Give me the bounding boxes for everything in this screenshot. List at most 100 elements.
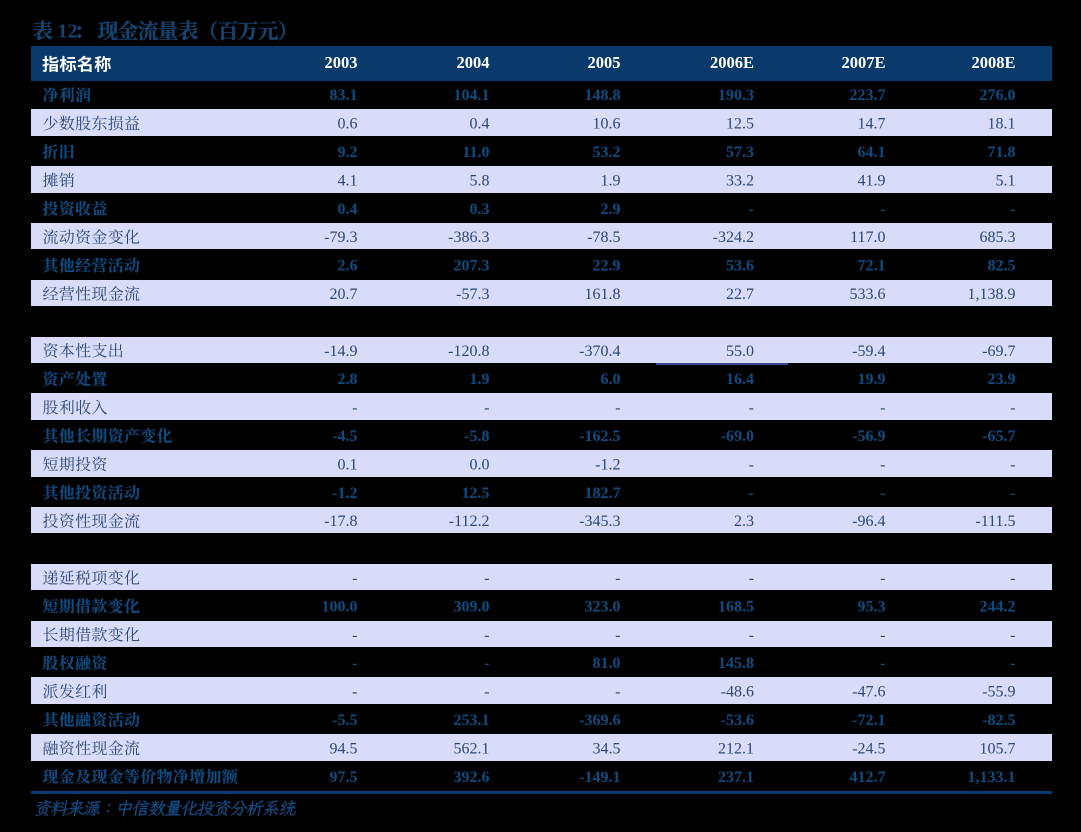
svg-text:412.7: 412.7 (850, 769, 886, 786)
svg-text:-82.5: -82.5 (982, 712, 1015, 729)
svg-text:212.1: 212.1 (718, 740, 754, 757)
svg-text:-: - (880, 201, 885, 218)
svg-text:-: - (1010, 655, 1015, 672)
svg-text:392.6: 392.6 (454, 769, 490, 786)
svg-text:11.0: 11.0 (462, 144, 489, 161)
svg-text:81.0: 81.0 (593, 655, 621, 672)
svg-text:22.7: 22.7 (726, 286, 754, 303)
svg-text:53.6: 53.6 (726, 258, 754, 275)
svg-text:-72.1: -72.1 (852, 712, 885, 729)
svg-text:148.8: 148.8 (585, 87, 621, 104)
svg-text:-: - (1010, 456, 1015, 473)
svg-text:1.9: 1.9 (470, 371, 490, 388)
svg-text:168.5: 168.5 (718, 598, 754, 615)
svg-text:-48.6: -48.6 (721, 684, 754, 701)
svg-text:-: - (352, 684, 357, 701)
svg-text:276.0: 276.0 (980, 87, 1016, 104)
svg-text:-: - (352, 570, 357, 587)
svg-text:161.8: 161.8 (585, 286, 621, 303)
svg-text:562.1: 562.1 (454, 740, 490, 757)
svg-text:-: - (749, 485, 754, 502)
svg-text:2.9: 2.9 (601, 201, 621, 218)
svg-text:104.1: 104.1 (454, 87, 490, 104)
svg-text:-: - (880, 570, 885, 587)
svg-text:83.1: 83.1 (330, 87, 358, 104)
svg-text:1,133.1: 1,133.1 (968, 769, 1016, 786)
svg-text:16.4: 16.4 (726, 371, 754, 388)
svg-text:-: - (615, 570, 620, 587)
svg-text:-: - (1010, 201, 1015, 218)
svg-text:4.1: 4.1 (338, 172, 358, 189)
svg-text:5.8: 5.8 (470, 172, 490, 189)
svg-text:-57.3: -57.3 (456, 286, 489, 303)
svg-text:2.3: 2.3 (734, 513, 754, 530)
svg-text:-: - (484, 684, 489, 701)
svg-text:-: - (880, 655, 885, 672)
svg-text:12.5: 12.5 (462, 485, 490, 502)
svg-text:-: - (352, 655, 357, 672)
svg-text:-78.5: -78.5 (587, 229, 620, 246)
svg-text:-53.6: -53.6 (721, 712, 754, 729)
svg-text:-14.9: -14.9 (324, 343, 357, 360)
svg-text:253.1: 253.1 (454, 712, 490, 729)
svg-text:-: - (352, 400, 357, 417)
svg-text:2007E: 2007E (841, 53, 885, 72)
svg-text:94.5: 94.5 (330, 740, 358, 757)
svg-text:-111.5: -111.5 (975, 513, 1015, 530)
svg-text:9.2: 9.2 (338, 144, 358, 161)
svg-text:223.7: 223.7 (850, 87, 886, 104)
svg-text:-55.9: -55.9 (982, 684, 1015, 701)
svg-text:41.9: 41.9 (858, 172, 886, 189)
svg-text:-69.0: -69.0 (721, 428, 754, 445)
svg-text:-1.2: -1.2 (595, 456, 620, 473)
svg-text:-96.4: -96.4 (852, 513, 885, 530)
svg-text:-17.8: -17.8 (324, 513, 357, 530)
svg-text:95.3: 95.3 (858, 598, 886, 615)
svg-text:2005: 2005 (588, 53, 621, 72)
svg-text:72.1: 72.1 (858, 258, 886, 275)
svg-text:2008E: 2008E (971, 53, 1015, 72)
svg-text:-: - (880, 485, 885, 502)
svg-text:0.6: 0.6 (338, 116, 358, 133)
svg-text:100.0: 100.0 (322, 598, 358, 615)
svg-text:182.7: 182.7 (585, 485, 621, 502)
svg-text:-369.6: -369.6 (579, 712, 620, 729)
svg-text:5.1: 5.1 (996, 172, 1016, 189)
svg-text:-: - (880, 627, 885, 644)
svg-text:-4.5: -4.5 (332, 428, 357, 445)
svg-text:237.1: 237.1 (718, 769, 754, 786)
svg-text:18.1: 18.1 (988, 116, 1016, 133)
svg-text:1,138.9: 1,138.9 (968, 286, 1016, 303)
svg-text:12: 12 (58, 20, 78, 42)
svg-text:0.3: 0.3 (470, 201, 490, 218)
svg-text:-: - (749, 627, 754, 644)
svg-text:-: - (484, 570, 489, 587)
svg-text:-1.2: -1.2 (332, 485, 357, 502)
svg-text:-: - (484, 655, 489, 672)
svg-text:57.3: 57.3 (726, 144, 754, 161)
svg-text:0.1: 0.1 (338, 456, 358, 473)
svg-text:2003: 2003 (325, 53, 358, 72)
svg-text:-: - (1010, 400, 1015, 417)
svg-text:-: - (615, 627, 620, 644)
svg-text:33.2: 33.2 (726, 172, 754, 189)
svg-text:-: - (352, 627, 357, 644)
svg-text:-5.5: -5.5 (332, 712, 357, 729)
svg-text:-: - (1010, 570, 1015, 587)
svg-text:-24.5: -24.5 (852, 740, 885, 757)
svg-text:207.3: 207.3 (454, 258, 490, 275)
svg-text:-: - (749, 201, 754, 218)
svg-text:-: - (749, 400, 754, 417)
svg-text:-: - (880, 456, 885, 473)
svg-text:-: - (615, 400, 620, 417)
svg-text:12.5: 12.5 (726, 116, 754, 133)
svg-text:-: - (749, 456, 754, 473)
svg-text:0.0: 0.0 (470, 456, 490, 473)
svg-text:0.4: 0.4 (470, 116, 490, 133)
svg-text:-386.3: -386.3 (448, 229, 489, 246)
svg-text:-: - (1010, 485, 1015, 502)
svg-text:-162.5: -162.5 (579, 428, 620, 445)
svg-text:309.0: 309.0 (454, 598, 490, 615)
svg-text:-5.8: -5.8 (464, 428, 489, 445)
svg-text:97.5: 97.5 (330, 769, 358, 786)
